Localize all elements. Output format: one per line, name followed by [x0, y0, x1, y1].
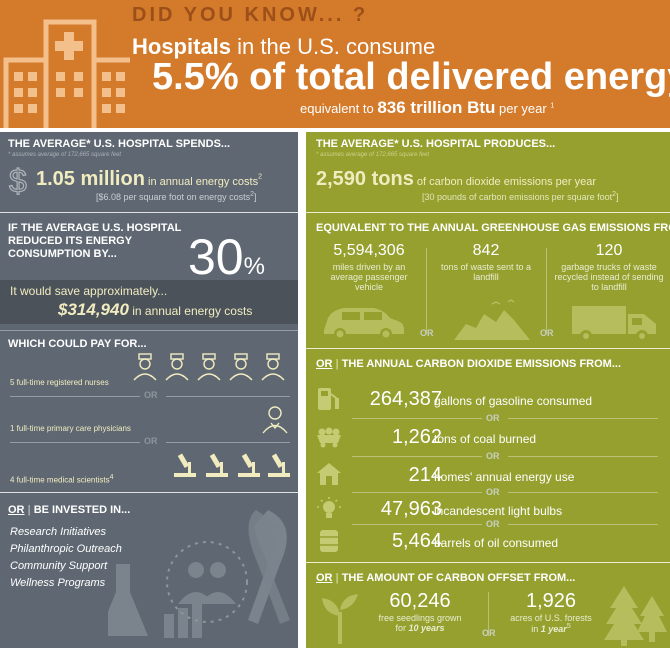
- or-separator: OR: [144, 436, 158, 446]
- produces-note: * assumes average of 172,665 square feet: [316, 152, 430, 158]
- spends-stat: 1.05 million in annual energy costs2: [36, 168, 262, 190]
- divider: [488, 592, 489, 636]
- divider: [508, 456, 658, 457]
- divider: [0, 212, 298, 213]
- or-separator: OR: [486, 451, 500, 461]
- reduce-percent: 30%: [188, 229, 265, 285]
- equiv-item: 842 tons of waste sent to a landfill: [440, 242, 532, 282]
- left-panel: THE AVERAGE* U.S. HOSPITAL SPENDS... * a…: [0, 132, 298, 648]
- physicians-label: 1 full-time primary care physicians: [10, 424, 131, 433]
- produces-stat: 2,590 tons of carbon dioxide emissions p…: [316, 168, 597, 190]
- equiv-item: 5,594,306 miles driven by an average pas…: [330, 242, 408, 292]
- divider: [10, 396, 140, 397]
- divider: [166, 396, 290, 397]
- invest-title: OR | BE INVESTED IN...: [8, 504, 131, 516]
- spends-note: * assumes average of 172,665 square feet: [8, 152, 122, 158]
- header-subtitle: Hospitals in the U.S. consume: [132, 34, 436, 59]
- microscope-icon-row: [174, 453, 290, 477]
- coal-cart-icon: [317, 427, 341, 448]
- divider: [352, 524, 482, 525]
- house-icon: [317, 463, 341, 485]
- garbage-truck-icon: [572, 306, 656, 342]
- reduce-title: IF THE AVERAGE U.S. HOSPITAL REDUCED ITS …: [8, 222, 182, 260]
- seedling-icon: [322, 594, 358, 644]
- save-stat: $314,940 in annual energy costs: [58, 300, 253, 319]
- annual-label: gallons of gasoline consumed: [434, 394, 593, 408]
- or-separator: OR: [486, 413, 500, 423]
- dollar-sign-icon: $: [8, 164, 27, 198]
- divider: [0, 330, 298, 331]
- produces-sub: [30 pounds of carbon emissions per squar…: [422, 191, 619, 202]
- divider: [0, 492, 298, 493]
- divider: [352, 492, 482, 493]
- annual-label: homes' annual energy use: [434, 470, 575, 484]
- divider: [306, 212, 670, 213]
- divider: [508, 524, 658, 525]
- annual-value: 214: [408, 464, 442, 486]
- invest-item: Wellness Programs: [10, 577, 106, 589]
- did-you-know-heading: DID YOU KNOW... ?: [132, 4, 369, 26]
- invest-item: Community Support: [10, 560, 108, 572]
- invest-item: Research Initiatives: [10, 526, 106, 538]
- scientists-label: 4 full-time medical scientists4: [10, 474, 114, 485]
- research-illustration-icon: [108, 510, 290, 638]
- annual-value: 1,262: [391, 426, 442, 448]
- or-separator: OR: [540, 328, 554, 338]
- physician-icon: [262, 406, 288, 434]
- right-panel: THE AVERAGE* U.S. HOSPITAL PRODUCES... *…: [306, 132, 670, 648]
- produces-title: THE AVERAGE* U.S. HOSPITAL PRODUCES...: [316, 138, 556, 150]
- pay-title: WHICH COULD PAY FOR...: [8, 338, 147, 350]
- equiv-item: 120 garbage trucks of waste recycled ins…: [554, 242, 664, 292]
- annual-title: OR | THE ANNUAL CARBON DIOXIDE EMISSIONS…: [316, 358, 621, 370]
- divider: [508, 492, 658, 493]
- light-bulb-icon: [317, 497, 341, 518]
- annual-label: tons of coal burned: [434, 432, 537, 446]
- invest-list: Research Initiatives Philanthropic Outre…: [10, 524, 122, 592]
- annual-label: incandescent light bulbs: [434, 504, 563, 518]
- header-equivalent: equivalent to 836 trillion Btu per year …: [300, 98, 555, 117]
- or-separator: OR: [486, 519, 500, 529]
- annual-value: 5,464: [391, 530, 442, 552]
- divider: [508, 418, 658, 419]
- forest-trees-icon: [604, 586, 667, 646]
- equiv-title: EQUIVALENT TO THE ANNUAL GREENHOUSE GAS …: [316, 222, 670, 234]
- or-separator: OR: [144, 390, 158, 400]
- landfill-icon: [454, 299, 530, 340]
- spends-sub: [$6.08 per square foot on energy costs2]: [96, 191, 257, 202]
- divider: [546, 248, 547, 334]
- nurse-icon-row: [133, 353, 285, 381]
- savings-band: It would save approximately... $314,940 …: [0, 280, 298, 324]
- spends-title: THE AVERAGE* U.S. HOSPITAL SPENDS...: [8, 138, 231, 150]
- offset-item: 60,246 free seedlings grown for 10 years: [378, 590, 462, 633]
- header-headline: 5.5% of total delivered energy: [152, 56, 670, 98]
- hospital-building-icon: [3, 19, 130, 128]
- offset-title: OR | THE AMOUNT OF CARBON OFFSET FROM...: [316, 572, 576, 584]
- gas-pump-icon: [318, 388, 339, 410]
- offset-item: 1,926 acres of U.S. forests in 1 year5: [510, 590, 592, 634]
- annual-value: 264,387: [369, 388, 442, 410]
- annual-label: barrels of oil consumed: [434, 536, 559, 550]
- or-separator: OR: [486, 487, 500, 497]
- or-separator: OR: [420, 328, 434, 338]
- header-banner: DID YOU KNOW... ? Hospitals in the U.S. …: [0, 0, 670, 128]
- divider: [352, 456, 482, 457]
- divider: [306, 348, 670, 349]
- divider: [306, 562, 670, 563]
- divider: [166, 442, 290, 443]
- nurses-label: 5 full-time registered nurses: [10, 378, 109, 387]
- divider: [10, 442, 140, 443]
- annual-value: 47,963: [380, 498, 442, 520]
- svg-text:$: $: [9, 164, 27, 198]
- oil-barrel-icon: [320, 530, 338, 552]
- save-line: It would save approximately...: [10, 284, 168, 298]
- car-icon: [324, 308, 404, 340]
- or-separator: OR: [482, 628, 496, 638]
- invest-item: Philanthropic Outreach: [10, 543, 122, 555]
- divider: [352, 418, 482, 419]
- divider: [426, 248, 427, 334]
